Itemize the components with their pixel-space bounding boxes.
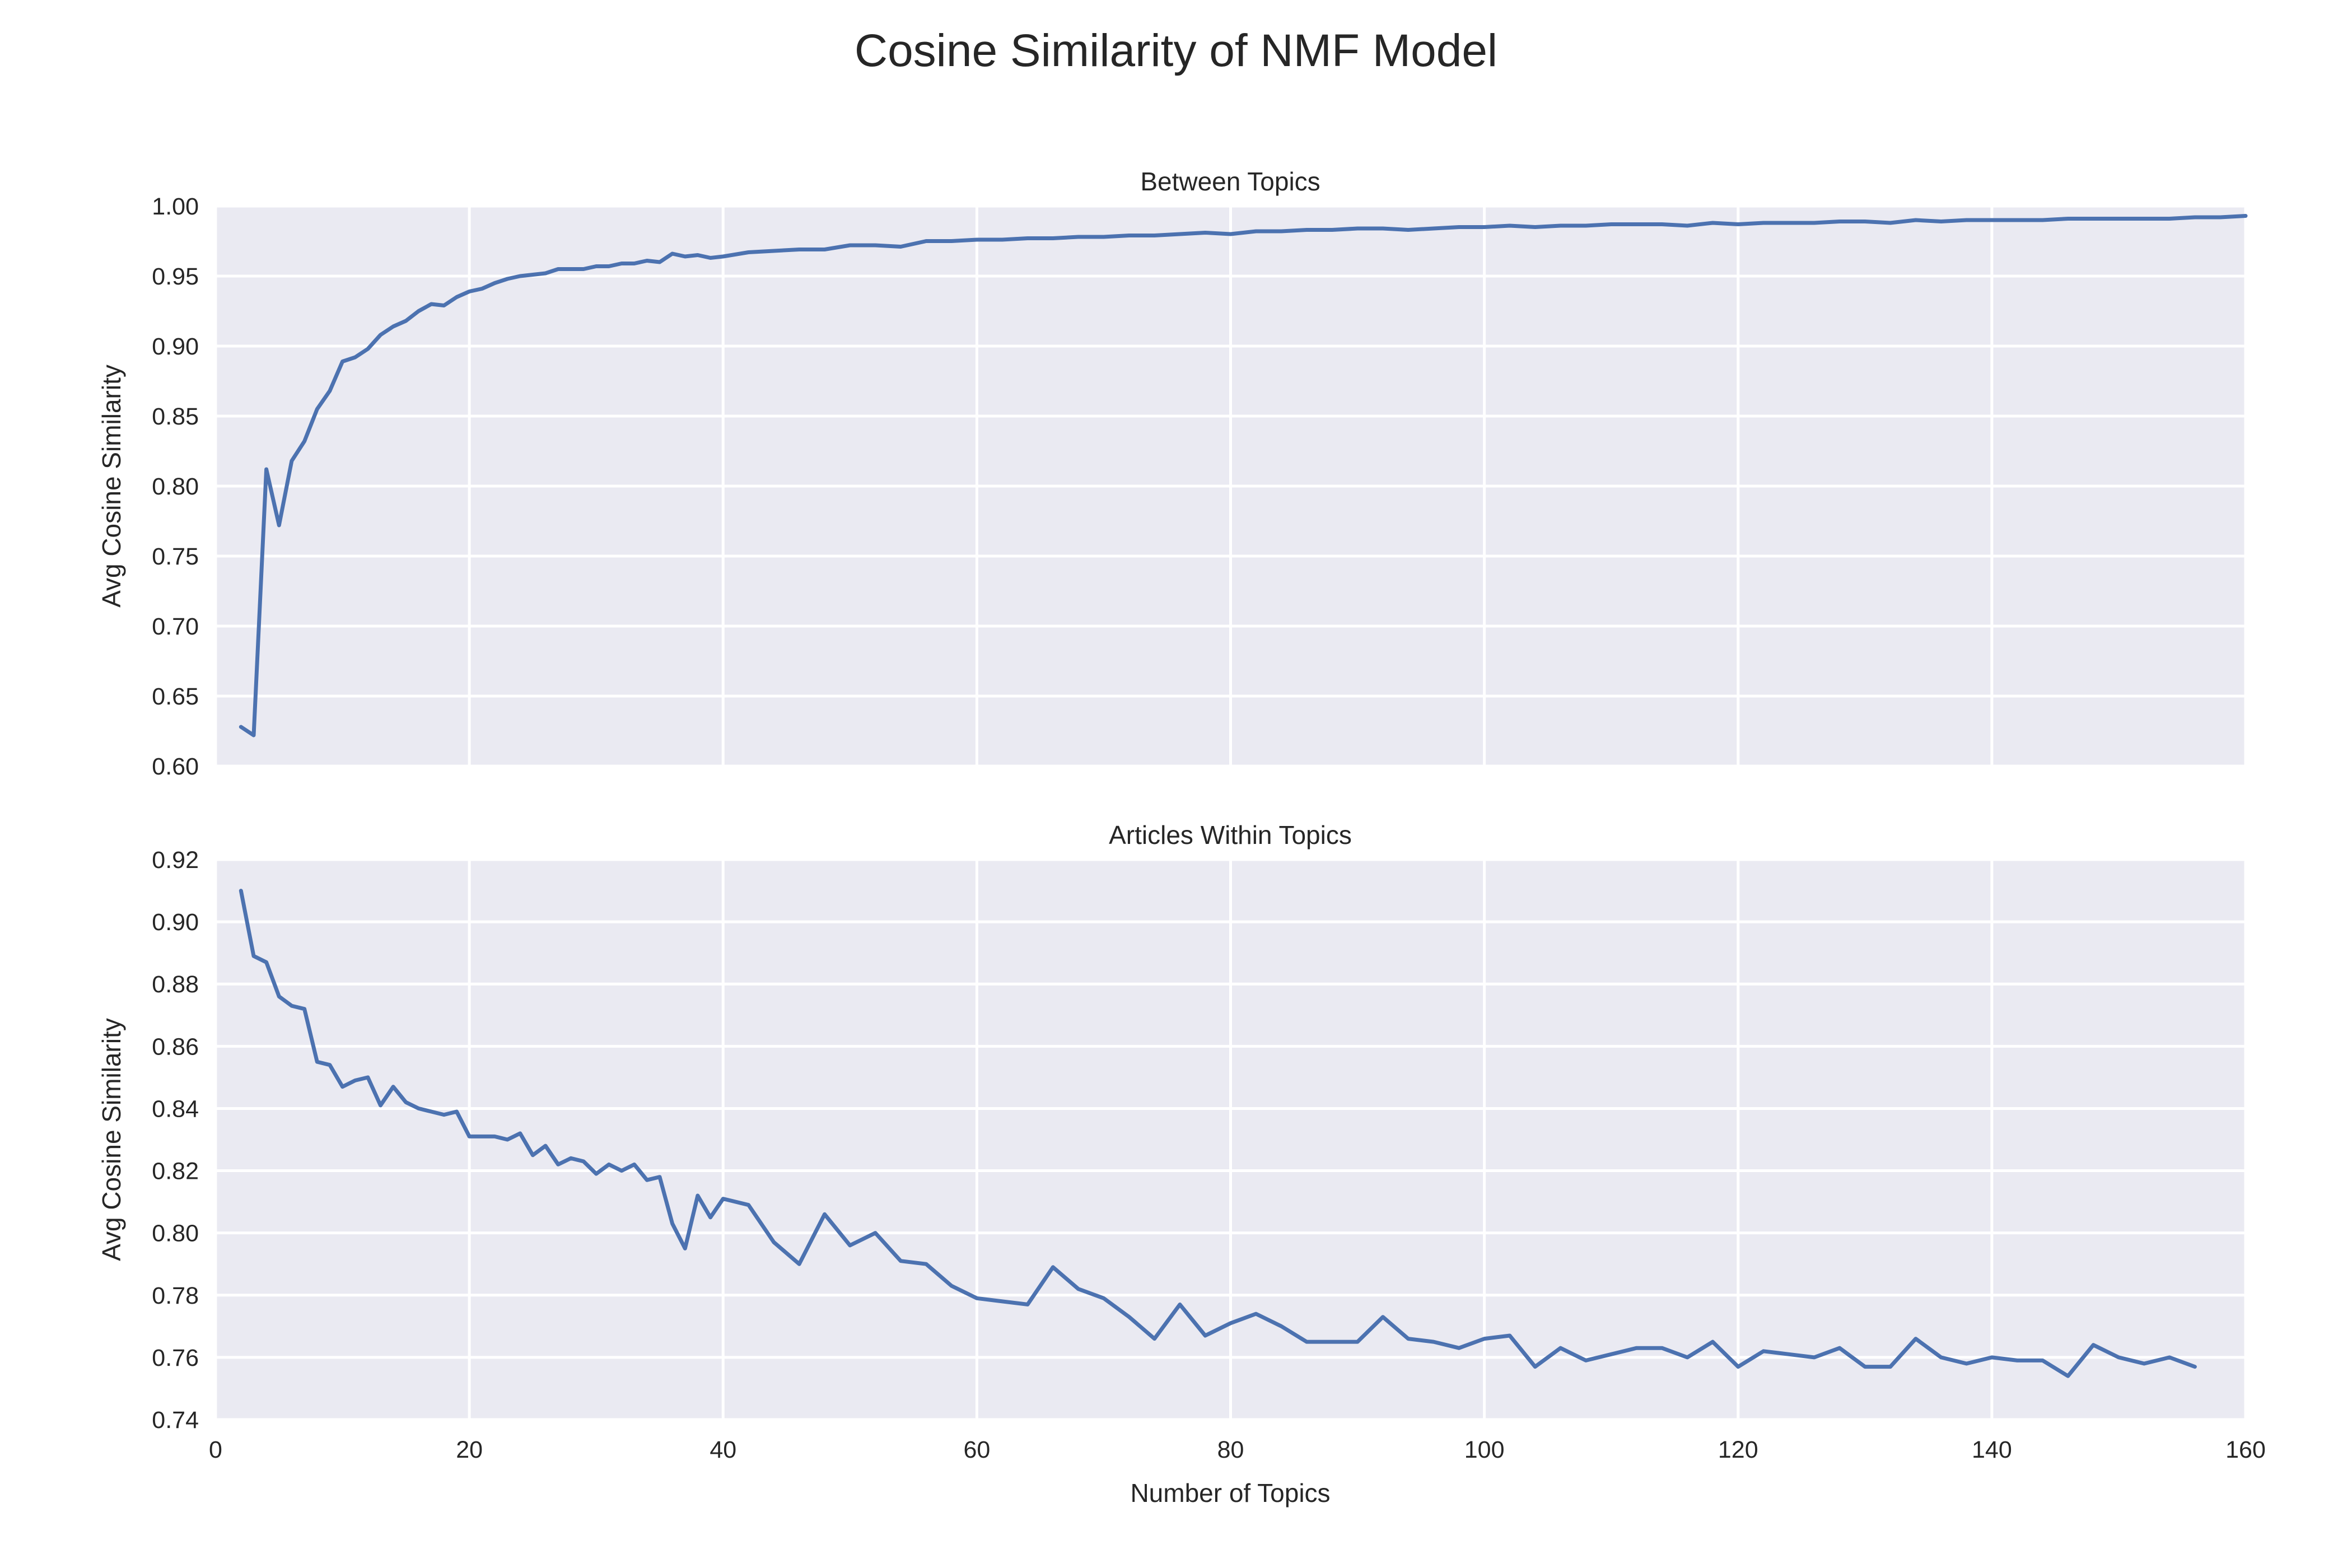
x-tick-label: 20 [456, 1436, 483, 1463]
x-tick-label: 0 [209, 1436, 222, 1463]
y-tick-label: 0.75 [152, 543, 199, 570]
y-tick-labels: 0.60 0.65 0.70 0.75 0.80 0.85 0.90 0.95 1.00 [152, 193, 199, 780]
y-tick-label: 0.60 [152, 753, 199, 780]
x-tick-label: 120 [1718, 1436, 1758, 1463]
x-tick-label: 160 [2225, 1436, 2266, 1463]
y-tick-label: 0.78 [152, 1282, 199, 1309]
gridlines [214, 204, 2247, 768]
y-tick-label: 0.82 [152, 1158, 199, 1185]
y-tick-labels: 0.74 0.76 0.78 0.80 0.82 0.84 0.86 0.88 0.90 0.92 [152, 847, 199, 1434]
series-line [239, 214, 2248, 738]
panel-title: Articles Within Topics [1109, 820, 1352, 850]
y-tick-label: 0.65 [152, 683, 199, 710]
y-tick-label: 0.90 [152, 333, 199, 360]
y-tick-label: 0.76 [152, 1345, 199, 1371]
y-tick-label: 0.80 [152, 473, 199, 500]
panel-articles-within-topics: 0.74 0.76 0.78 0.80 0.82 0.84 0.86 0.88 0.90 0.92… [97, 820, 2266, 1508]
y-tick-label: 0.86 [152, 1033, 199, 1060]
y-axis-label: Avg Cosine Similarity [97, 1018, 126, 1261]
y-tick-label: 0.92 [152, 847, 199, 874]
y-tick-label: 0.88 [152, 971, 199, 998]
y-tick-label: 0.84 [152, 1095, 199, 1122]
y-tick-label: 0.85 [152, 403, 199, 430]
x-tick-labels: 0 20 40 60 80 100 120 140 160 [209, 1436, 2266, 1463]
y-tick-label: 0.74 [152, 1407, 199, 1434]
gridlines [214, 858, 2247, 1421]
x-tick-label: 100 [1464, 1436, 1505, 1463]
y-tick-label: 0.70 [152, 613, 199, 640]
figure-title: Cosine Similarity of NMF Model [855, 25, 1497, 76]
y-tick-label: 0.95 [152, 263, 199, 290]
y-axis-label: Avg Cosine Similarity [97, 365, 126, 608]
x-tick-label: 140 [1972, 1436, 2012, 1463]
x-tick-label: 40 [710, 1436, 736, 1463]
series-line [239, 889, 2197, 1378]
y-tick-label: 0.80 [152, 1220, 199, 1247]
x-tick-label: 60 [963, 1436, 990, 1463]
y-tick-label: 0.90 [152, 909, 199, 936]
panel-title: Between Topics [1140, 167, 1320, 196]
y-tick-label: 1.00 [152, 193, 199, 220]
x-axis-label: Number of Topics [1130, 1478, 1330, 1508]
panel-between-topics: 0.60 0.65 0.70 0.75 0.80 0.85 0.90 0.95 1.00 Bet… [97, 167, 2248, 780]
x-tick-label: 80 [1217, 1436, 1244, 1463]
